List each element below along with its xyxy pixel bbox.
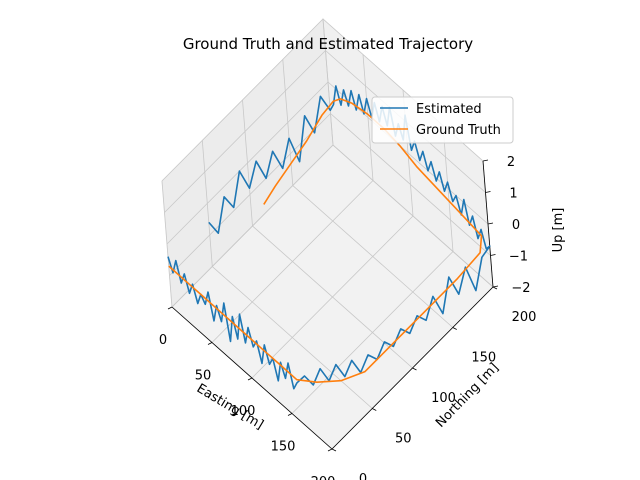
legend-label-estimated: Estimated	[416, 102, 482, 117]
y-tick-label-2: 100	[431, 391, 456, 406]
y-tick-label-4: 200	[512, 310, 537, 325]
x-tick-label-1: 50	[195, 369, 212, 384]
z-grid-line-3	[164, 49, 486, 213]
z-tick-0	[492, 285, 499, 288]
z-tick-label-4: 2	[507, 155, 515, 170]
series-line-estimated	[167, 85, 491, 390]
z-tick-2	[487, 222, 494, 225]
y-tick-label-0: 0	[359, 472, 367, 480]
axis-panes	[161, 17, 494, 450]
z-tick-label-3: 1	[509, 187, 517, 202]
x-tick-3	[287, 413, 293, 416]
y-tick-3	[452, 327, 457, 330]
y-tick-0	[331, 448, 337, 452]
x-tick-label-2: 100	[231, 404, 256, 419]
x-tick-4	[327, 448, 333, 452]
tick-marks	[167, 159, 499, 452]
y-tick-label-3: 150	[471, 351, 496, 366]
chart-title: Ground Truth and Estimated Trajectory	[183, 35, 473, 53]
tick-labels: 0 50 100 150 200 0 50 100 150 200 −2 −1 0 1 2	[159, 155, 537, 480]
z-grid-line-1	[169, 112, 491, 276]
legend-label-ground-truth: Ground Truth	[416, 123, 501, 138]
legend: Estimated Ground Truth	[371, 96, 514, 144]
y-tick-1	[372, 408, 377, 411]
y-tick-4	[492, 286, 498, 290]
z-tick-label-1: −1	[509, 250, 528, 265]
z-tick-label-0: −2	[511, 281, 530, 296]
x-tick-label-0: 0	[159, 333, 167, 348]
z-tick-4	[482, 159, 489, 162]
x-tick-0	[167, 306, 173, 310]
z-tick-1	[490, 254, 496, 256]
z-tick-3	[485, 191, 491, 193]
z-axis-label: Up [m]	[551, 208, 566, 253]
x-tick-1	[207, 342, 213, 345]
series-line-ground-truth	[168, 98, 483, 384]
z-grid-line-0	[171, 144, 494, 308]
x-tick-2	[247, 377, 253, 381]
x-tick-label-4: 200	[311, 475, 336, 480]
z-tick-label-2: 0	[512, 218, 520, 233]
y-tick-2	[412, 367, 417, 371]
y-tick-label-1: 50	[395, 432, 412, 447]
x-tick-label-3: 150	[271, 440, 296, 455]
series-lines	[167, 85, 491, 390]
